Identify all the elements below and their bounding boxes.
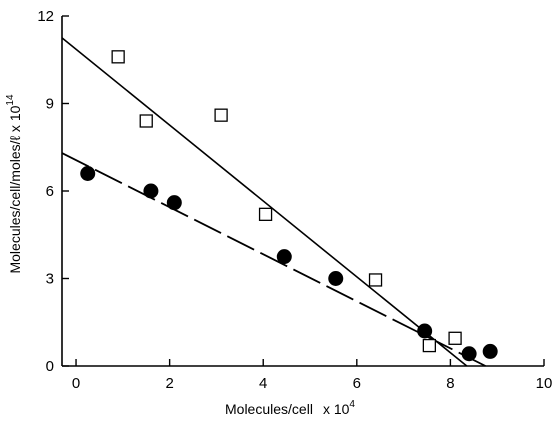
data-points bbox=[80, 50, 498, 362]
x-axis-exponent: 4 bbox=[349, 399, 355, 410]
open-square-point bbox=[139, 114, 153, 128]
x-tick-label: 6 bbox=[353, 375, 361, 392]
open-square-point bbox=[422, 338, 436, 353]
filled-circle-point bbox=[166, 195, 182, 211]
x-tick-label: 2 bbox=[165, 375, 173, 392]
fit-line-series-2 bbox=[61, 152, 486, 367]
x-axis-label: Molecules/cell bbox=[225, 401, 313, 417]
y-tick-label: 6 bbox=[46, 183, 54, 200]
x-tick-label: 8 bbox=[446, 375, 454, 392]
x-tick-label: 4 bbox=[259, 375, 267, 392]
filled-circle-point bbox=[417, 323, 433, 339]
x-axis-scale: x 10 bbox=[323, 401, 350, 417]
filled-circle-point bbox=[461, 346, 477, 362]
x-tick-label: 10 bbox=[536, 375, 553, 392]
filled-circle-point bbox=[482, 343, 498, 359]
y-tick-label: 9 bbox=[46, 96, 54, 113]
open-square-point bbox=[448, 331, 462, 345]
filled-circle-point bbox=[143, 183, 159, 199]
fit-line-series-1 bbox=[61, 37, 468, 367]
x-tick-label: 0 bbox=[72, 375, 80, 392]
open-square-point bbox=[258, 207, 273, 221]
y-axis-title: Molecules/cell/moles/ℓ x 1014 bbox=[5, 94, 23, 273]
filled-circle-point bbox=[276, 249, 292, 265]
axis-titles: Molecules/cell x 104 Molecules/cell/moles… bbox=[5, 94, 355, 417]
axes: 0 3 6 9 12 0 2 4 6 8 10 bbox=[37, 8, 552, 392]
filled-circle-point bbox=[328, 271, 344, 286]
y-axis-exponent: 14 bbox=[5, 94, 16, 106]
open-square-point bbox=[214, 108, 228, 122]
open-square-point bbox=[368, 273, 383, 287]
open-square-point bbox=[111, 50, 125, 64]
filled-circle-point bbox=[80, 166, 96, 181]
x-axis-title: Molecules/cell x 104 bbox=[225, 399, 355, 417]
y-tick-label: 0 bbox=[46, 358, 54, 375]
y-tick-label: 12 bbox=[37, 8, 54, 25]
y-tick-label: 3 bbox=[46, 271, 54, 288]
fit-lines bbox=[61, 37, 486, 367]
y-axis-label: Molecules/cell/moles/ℓ x 10 bbox=[7, 105, 23, 273]
